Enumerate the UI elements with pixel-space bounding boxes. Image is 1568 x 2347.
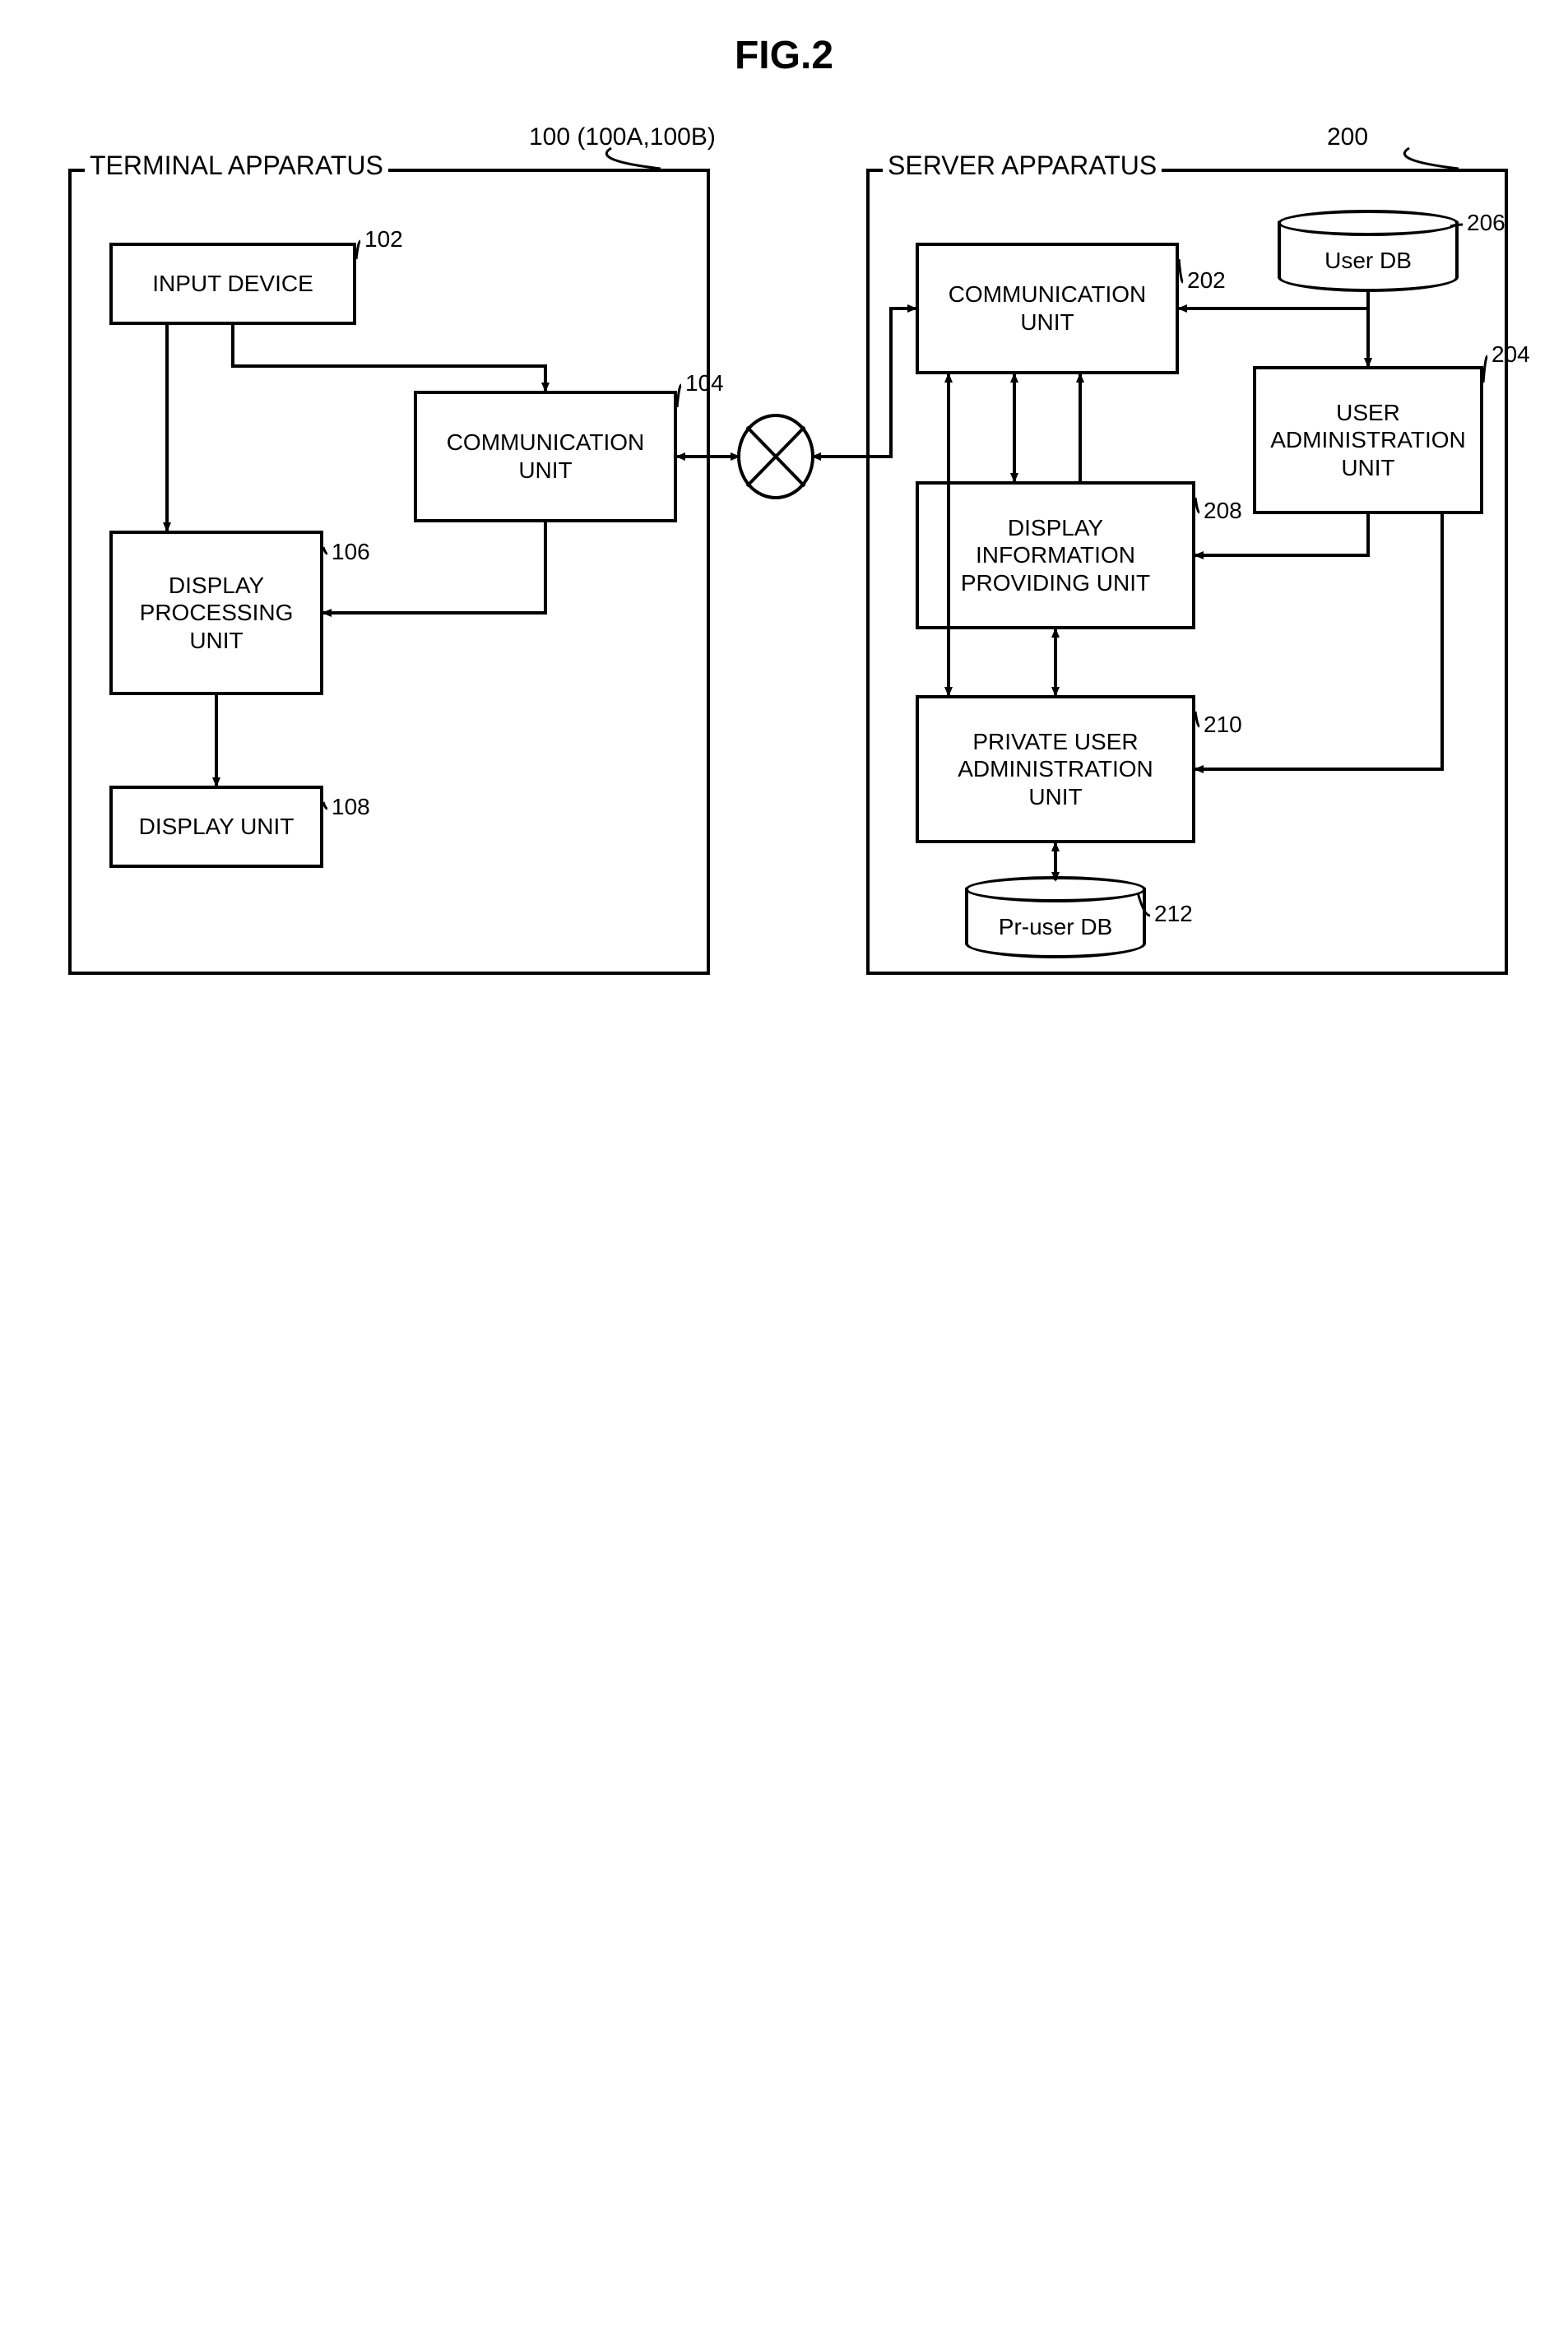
block-comm_unit_s: COMMUNICATIONUNIT [916,243,1179,374]
block-display_unit: DISPLAY UNIT [109,786,323,868]
block-private_admin: PRIVATE USERADMINISTRATIONUNIT [916,695,1195,843]
ref-pruser_db: 212 [1154,901,1193,927]
block-input_device: INPUT DEVICE [109,243,356,325]
block-comm_unit_t: COMMUNICATIONUNIT [414,391,677,522]
block-display_proc: DISPLAYPROCESSINGUNIT [109,531,323,695]
ref-comm_unit_s: 202 [1187,267,1226,294]
db-user_db: User DB [1278,210,1459,292]
ref-comm_unit_t: 104 [685,370,724,397]
block-user_admin: USERADMINISTRATIONUNIT [1253,366,1483,514]
container-label-terminal: TERMINAL APPARATUS [85,151,388,181]
figure-title: FIG.2 [33,33,1535,78]
ref-display_proc: 106 [332,539,370,565]
diagram-canvas: TERMINAL APPARATUS 100 (100A,100B) SERVER … [44,103,1524,1008]
block-display_info: DISPLAYINFORMATIONPROVIDING UNIT [916,481,1195,629]
db-label-pruser_db: Pr-user DB [965,914,1146,940]
ref-user_admin: 204 [1491,341,1530,368]
db-pruser_db: Pr-user DB [965,876,1146,958]
db-label-user_db: User DB [1278,248,1459,274]
ref-input_device: 102 [364,226,403,253]
ref-private_admin: 210 [1204,712,1242,738]
ref-display_unit: 108 [332,794,370,820]
container-ref-terminal: 100 (100A,100B) [529,123,716,151]
container-ref-server: 200 [1327,123,1368,151]
ref-display_info: 208 [1204,498,1242,524]
container-label-server: SERVER APPARATUS [883,151,1162,181]
ref-user_db: 206 [1467,210,1505,236]
